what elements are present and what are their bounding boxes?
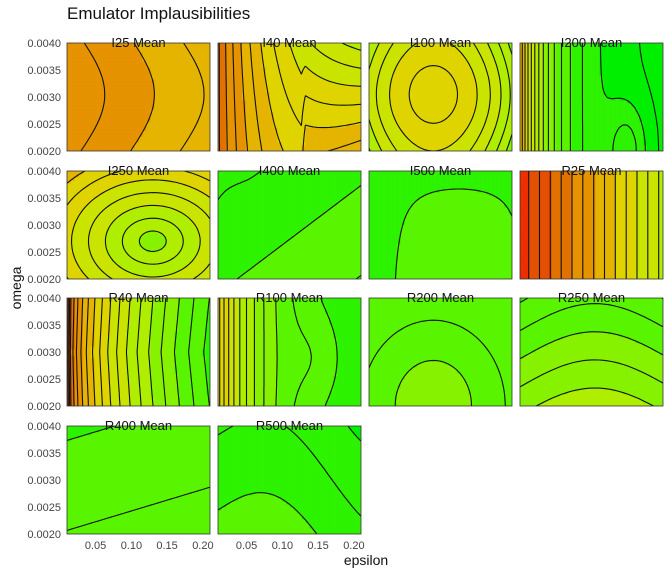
panel-label: R200 Mean [407,290,474,305]
panel-label: R100 Mean [256,290,323,305]
x-tick-label: 0.15 [156,540,177,552]
panel-label: R25 Mean [562,163,622,178]
panel-i400-mean [217,170,362,280]
panel-r500-mean [217,425,362,535]
panel-label: R40 Mean [109,290,169,305]
panel-label: R500 Mean [256,418,323,433]
panel-r25-mean [519,170,664,280]
panel-label: I200 Mean [561,35,622,50]
panel-label: R250 Mean [558,290,625,305]
y-tick-label: 0.0020 [27,146,61,158]
y-tick-label: 0.0020 [27,274,61,286]
y-tick-label: 0.0035 [27,193,61,205]
panel-i200-mean [519,42,664,152]
panel-r200-mean [368,297,513,407]
x-tick-label: 0.05 [236,540,257,552]
y-tick-label: 0.0035 [27,65,61,77]
panel-label: I100 Mean [410,35,471,50]
x-tick-label: 0.10 [272,540,293,552]
panel-r400-mean [66,425,211,535]
x-tick-label: 0.15 [307,540,328,552]
y-tick-label: 0.0040 [27,421,61,433]
y-tick-label: 0.0025 [27,247,61,259]
panel-i25-mean [66,42,211,152]
panel-label: I500 Mean [410,163,471,178]
y-tick-label: 0.0040 [27,166,61,178]
y-tick-label: 0.0035 [27,448,61,460]
y-tick-label: 0.0030 [27,475,61,487]
y-tick-label: 0.0030 [27,220,61,232]
x-axis-title: epsilon [343,552,389,568]
y-tick-label: 0.0030 [27,92,61,104]
panel-i100-mean [368,42,513,152]
panel-r100-mean [217,297,362,407]
panel-i250-mean [66,170,211,280]
y-tick-label: 0.0035 [27,320,61,332]
panel-label: R400 Mean [105,418,172,433]
panel-i500-mean [368,170,513,280]
x-tick-label: 0.10 [121,540,142,552]
y-tick-label: 0.0025 [27,119,61,131]
panel-label: I400 Mean [259,163,320,178]
panel-i40-mean [217,42,362,152]
y-tick-label: 0.0020 [27,401,61,413]
x-tick-label: 0.05 [85,540,106,552]
y-tick-label: 0.0040 [27,293,61,305]
y-tick-label: 0.0040 [27,38,61,50]
panel-r250-mean [519,297,664,407]
panel-label: I250 Mean [108,163,169,178]
panel-label: I25 Mean [111,35,165,50]
x-tick-label: 0.20 [192,540,213,552]
y-tick-label: 0.0025 [27,502,61,514]
x-tick-label: 0.20 [343,540,364,552]
panel-label: I40 Mean [262,35,316,50]
y-tick-label: 0.0030 [27,347,61,359]
y-tick-label: 0.0025 [27,374,61,386]
chart-title: Emulator Implausibilities [67,4,251,23]
y-tick-label: 0.0020 [27,529,61,541]
panel-r40-mean [66,297,211,407]
